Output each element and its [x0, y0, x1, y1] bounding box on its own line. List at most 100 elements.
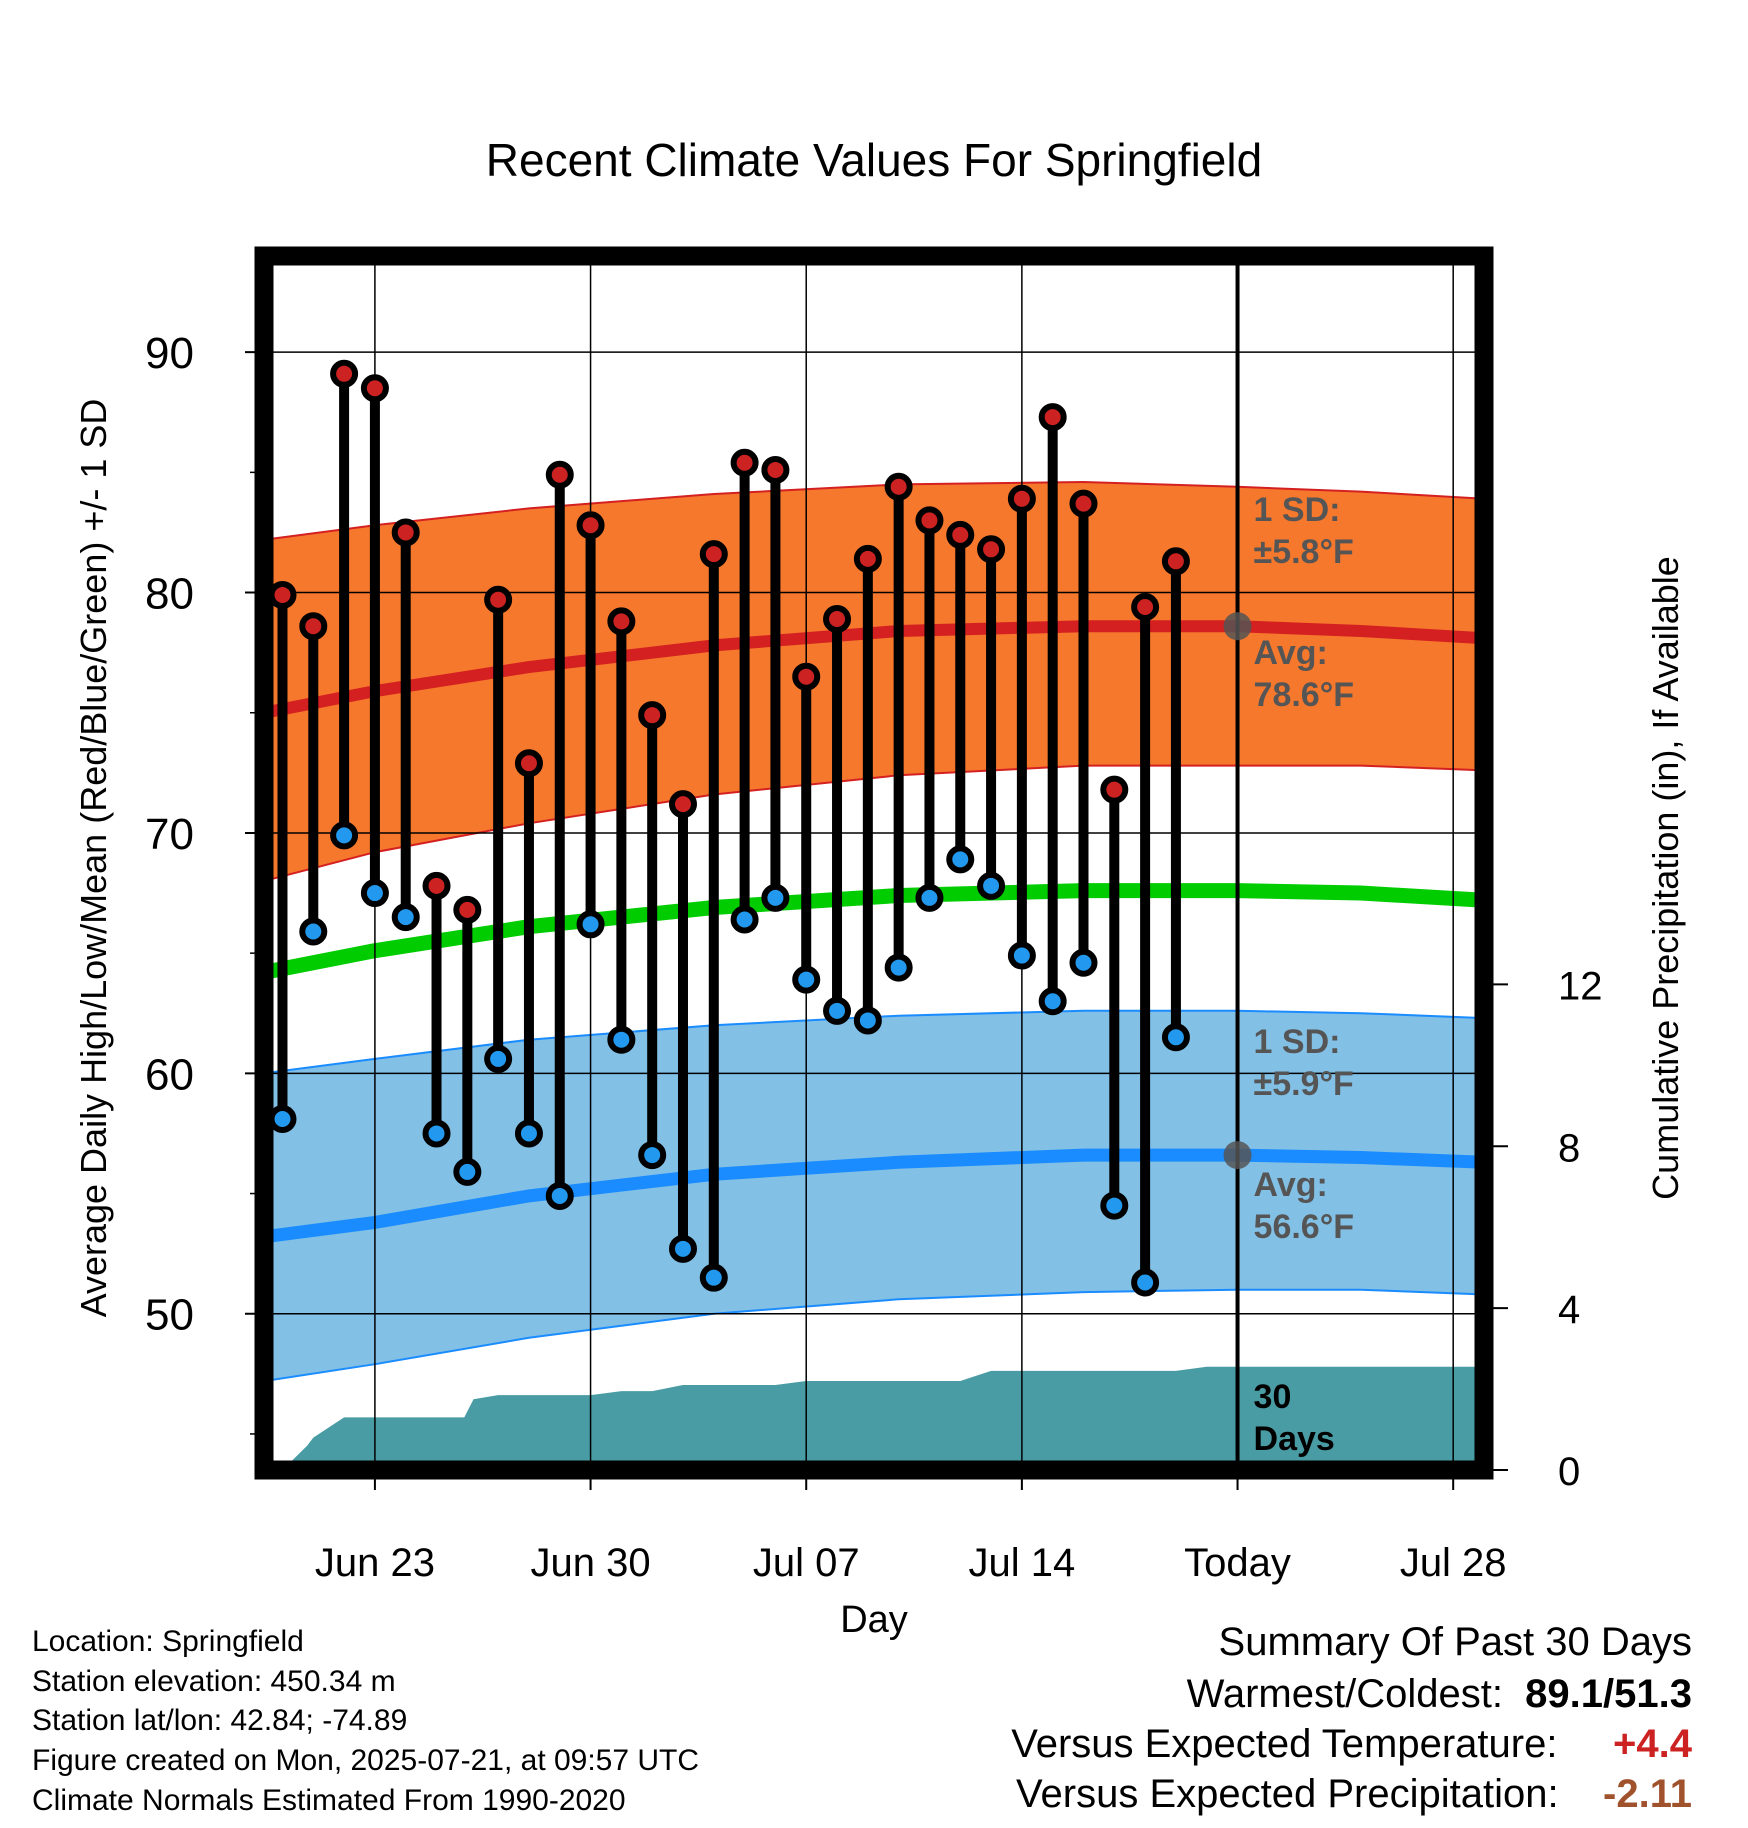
summary-precip-label: Versus Expected Precipitation: — [1016, 1772, 1559, 1816]
daily-low-point — [1069, 948, 1098, 977]
daily-high-point — [792, 662, 821, 691]
avg-mean-line — [264, 883, 1484, 980]
annotation-low-avg-line2: 56.6°F — [1254, 1208, 1355, 1246]
daily-high-point — [1069, 489, 1098, 518]
info-normals: Climate Normals Estimated From 1990-2020 — [32, 1784, 626, 1817]
y2-tick-label: 0 — [1558, 1450, 1580, 1494]
annotation-low-sd-line1: 1 SD: — [1254, 1023, 1341, 1061]
info-latlon: Station lat/lon: 42.84; -74.89 — [32, 1704, 408, 1737]
daily-high-point — [453, 895, 482, 924]
annotation-low-avg-line1: Avg: — [1254, 1166, 1328, 1204]
daily-low-point — [884, 953, 913, 982]
annotation-low-sd-line2: ±5.9°F — [1254, 1065, 1354, 1103]
y2-tick-label: 8 — [1558, 1126, 1580, 1170]
daily-low-point — [853, 1006, 882, 1035]
daily-low-point — [638, 1141, 667, 1170]
summary-warmest: Warmest/Coldest: 89.1/51.3 — [1187, 1672, 1692, 1717]
daily-low-point — [1100, 1191, 1129, 1220]
daily-low-point — [668, 1234, 697, 1263]
daily-high-point — [268, 580, 297, 609]
y-tick-label: 90 — [145, 329, 194, 378]
summary-warmest-value: 89.1/51.3 — [1525, 1672, 1692, 1716]
y2-axis-label: Cumulative Precipitation (in), If Availa… — [1645, 556, 1686, 1200]
annotation-high-avg-line1: Avg: — [1254, 634, 1328, 672]
y-tick-label: 60 — [145, 1050, 194, 1099]
x-tick-label: Jul 14 — [969, 1541, 1076, 1585]
today-low-avg-marker — [1223, 1141, 1252, 1170]
avg-low-line — [264, 1148, 1484, 1244]
daily-high-point — [545, 460, 574, 489]
daily-high-point — [391, 518, 420, 547]
y2-tick-label: 4 — [1558, 1288, 1580, 1332]
daily-low-point — [792, 965, 821, 994]
daily-low-point — [576, 910, 605, 939]
daily-high-point — [853, 544, 882, 573]
daily-low-point — [823, 996, 852, 1025]
y-tick-label: 50 — [145, 1291, 194, 1340]
daily-high-point — [484, 585, 513, 614]
daily-high-point — [915, 506, 944, 535]
daily-high-point — [514, 749, 543, 778]
y-tick-label: 70 — [145, 810, 194, 859]
daily-high-point — [576, 511, 605, 540]
daily-high-point — [1038, 403, 1067, 432]
annotation-high-sd: 1 SD: ±5.8°F — [1254, 491, 1354, 571]
annotation-window: 30 Days — [1254, 1378, 1335, 1458]
daily-low-point — [1038, 987, 1067, 1016]
chart-title: Recent Climate Values For Springfield — [486, 134, 1262, 186]
info-location: Location: Springfield — [32, 1625, 304, 1658]
annotation-high-sd-line2: ±5.8°F — [1254, 533, 1354, 571]
daily-high-point — [360, 374, 389, 403]
daily-low-point — [330, 821, 359, 850]
daily-low-point — [1131, 1268, 1160, 1297]
daily-high-point — [1100, 775, 1129, 804]
summary-temp-label: Versus Expected Temperature: — [1011, 1722, 1558, 1766]
daily-low-point — [607, 1025, 636, 1054]
annotation-window-line1: 30 — [1254, 1378, 1292, 1416]
daily-low-point — [360, 879, 389, 908]
daily-low-point — [484, 1044, 513, 1073]
y-tick-label: 80 — [145, 570, 194, 619]
info-created: Figure created on Mon, 2025-07-21, at 09… — [32, 1744, 700, 1777]
daily-low-point — [299, 917, 328, 946]
daily-high-point — [977, 535, 1006, 564]
x-tick-label: Today — [1184, 1541, 1291, 1585]
daily-high-point — [422, 871, 451, 900]
daily-low-point — [730, 905, 759, 934]
daily-high-point — [1161, 547, 1190, 576]
daily-low-point — [268, 1105, 297, 1134]
y2-tick-label: 12 — [1558, 964, 1603, 1008]
daily-low-point — [545, 1181, 574, 1210]
daily-low-point — [761, 883, 790, 912]
daily-low-point — [946, 845, 975, 874]
today-high-avg-marker — [1223, 612, 1252, 641]
daily-high-point — [1007, 484, 1036, 513]
daily-high-point — [299, 612, 328, 641]
daily-low-point — [977, 871, 1006, 900]
annotation-low-sd: 1 SD: ±5.9°F — [1254, 1023, 1354, 1103]
daily-high-point — [884, 472, 913, 501]
summary-temp-value: +4.4 — [1613, 1722, 1692, 1766]
annotation-low-avg: Avg: 56.6°F — [1254, 1166, 1355, 1246]
daily-high-point — [823, 604, 852, 633]
summary-precip: Versus Expected Precipitation: -2.11 — [1016, 1772, 1692, 1817]
daily-low-point — [1161, 1023, 1190, 1052]
daily-low-point — [699, 1263, 728, 1292]
annotation-high-sd-line1: 1 SD: — [1254, 491, 1341, 529]
daily-high-point — [668, 790, 697, 819]
annotation-high-avg-line2: 78.6°F — [1254, 676, 1355, 714]
info-elevation: Station elevation: 450.34 m — [32, 1665, 396, 1698]
precip-area — [282, 1366, 1484, 1470]
daily-high-point — [699, 540, 728, 569]
summary-precip-value: -2.11 — [1603, 1772, 1692, 1816]
x-tick-label: Jul 28 — [1400, 1541, 1507, 1585]
summary-temp: Versus Expected Temperature: +4.4 — [1011, 1722, 1692, 1767]
daily-low-point — [1007, 941, 1036, 970]
daily-low-point — [915, 883, 944, 912]
daily-high-point — [1131, 592, 1160, 621]
daily-low-point — [514, 1119, 543, 1148]
daily-low-point — [453, 1157, 482, 1186]
daily-low-point — [422, 1119, 451, 1148]
annotation-window-line2: Days — [1254, 1420, 1335, 1458]
daily-high-point — [330, 359, 359, 388]
